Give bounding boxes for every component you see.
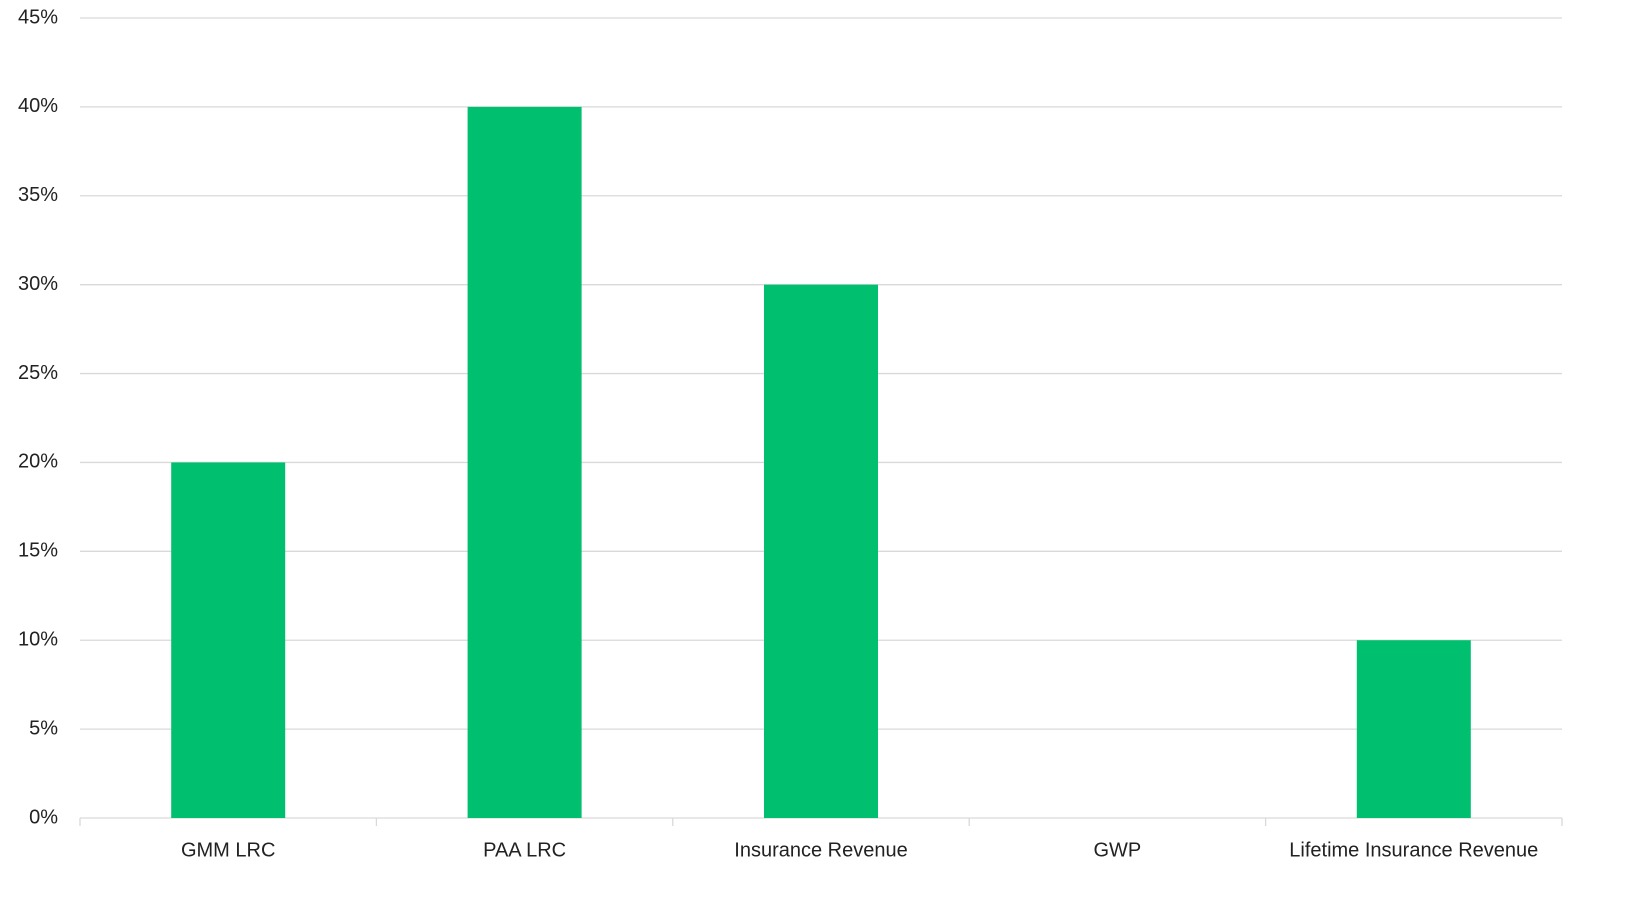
y-tick-label: 0% [29, 806, 58, 828]
x-tick-label: PAA LRC [483, 839, 566, 861]
y-tick-label: 35% [18, 184, 58, 206]
y-tick-label: 30% [18, 273, 58, 295]
y-tick-label: 15% [18, 540, 58, 562]
x-tick-label: GMM LRC [181, 839, 275, 861]
y-tick-label: 20% [18, 451, 58, 473]
x-tick-label: GWP [1094, 839, 1142, 861]
bar [467, 106, 582, 818]
bar [1356, 640, 1471, 818]
bar [764, 284, 878, 819]
y-tick-label: 25% [18, 362, 58, 384]
x-tick-label: Lifetime Insurance Revenue [1289, 839, 1538, 861]
y-tick-label: 45% [18, 6, 58, 28]
y-tick-label: 5% [29, 717, 58, 739]
x-tick-label: Insurance Revenue [734, 839, 907, 861]
bar [171, 462, 286, 818]
y-tick-label: 40% [18, 95, 58, 117]
y-tick-label: 10% [18, 629, 58, 651]
